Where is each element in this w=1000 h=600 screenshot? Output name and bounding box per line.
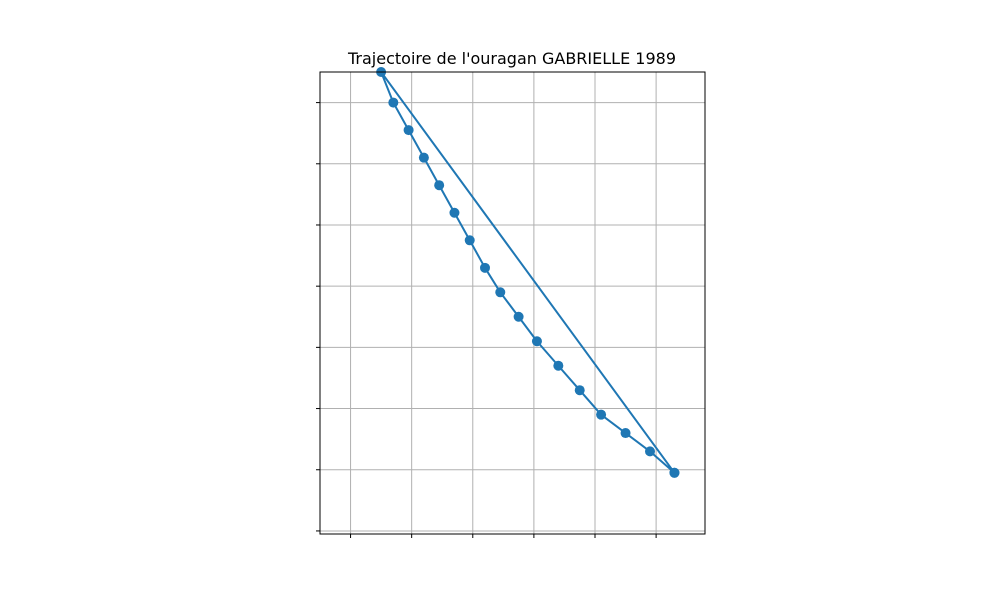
track-point <box>434 180 445 191</box>
track-series <box>376 67 680 478</box>
track-point <box>574 385 585 396</box>
track-point <box>403 125 414 136</box>
track-point <box>645 446 655 457</box>
track-line <box>380 71 676 474</box>
track-point <box>449 207 460 218</box>
track-point <box>553 360 564 371</box>
track-point <box>480 262 490 273</box>
track-point <box>464 235 475 246</box>
gridlines <box>316 72 705 538</box>
track-point <box>388 97 399 108</box>
track-point <box>495 287 506 298</box>
plot-frame <box>319 71 706 535</box>
track-point <box>669 467 680 478</box>
chart-title: Trajectoire de l'ouragan GABRIELLE 1989 <box>347 49 676 68</box>
track-point <box>620 428 631 439</box>
track-point <box>418 152 429 163</box>
track-point <box>596 409 607 420</box>
track-point <box>531 336 542 347</box>
track-point <box>513 311 524 322</box>
